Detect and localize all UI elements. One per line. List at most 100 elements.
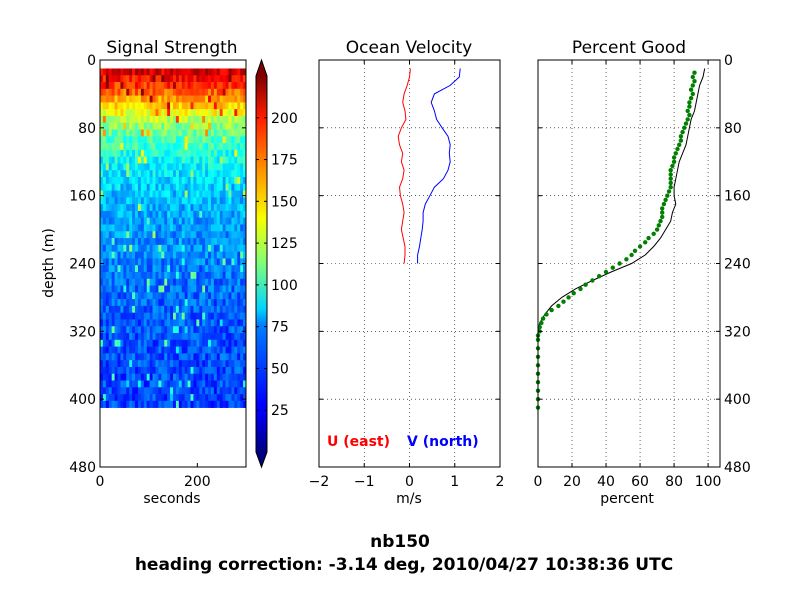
heatmap-cell	[140, 366, 145, 375]
heatmap-cell	[210, 136, 215, 144]
heatmap-cell	[129, 210, 133, 219]
heatmap-cell	[114, 129, 118, 137]
heatmap-cell	[108, 292, 112, 300]
heatmap-cell	[184, 102, 188, 110]
heatmap-cell	[210, 305, 215, 313]
heatmap-cell	[199, 231, 203, 239]
heatmap-cell	[143, 210, 148, 219]
heatmap-cell	[102, 339, 107, 347]
heatmap-cell	[210, 380, 215, 388]
heatmap-cell	[132, 333, 136, 341]
heatmap-cell	[173, 109, 177, 117]
heatmap-cell	[102, 231, 107, 239]
colorbar-bottom-extend	[256, 452, 267, 467]
heatmap-cell	[193, 82, 197, 90]
heatmap-cell	[216, 285, 221, 293]
heatmap-cell	[173, 170, 177, 178]
heatmap-cell	[213, 326, 218, 334]
heatmap-cell	[184, 299, 188, 307]
heatmap-cell	[202, 244, 206, 252]
heatmap-cell	[167, 394, 171, 402]
percent-good-point	[671, 155, 677, 160]
heatmap-cell	[193, 244, 197, 252]
heatmap-cell	[187, 170, 191, 178]
heatmap-cell	[190, 366, 194, 375]
heatmap-cell	[202, 102, 206, 110]
heatmap-cell	[178, 258, 183, 266]
heatmap-cell	[187, 224, 191, 232]
heatmap-cell	[205, 177, 209, 185]
heatmap-cell	[100, 217, 104, 225]
heatmap-cell	[135, 265, 139, 273]
heatmap-cell	[120, 115, 124, 124]
heatmap-cell	[108, 224, 112, 232]
colorbar-tick-label: 75	[271, 320, 289, 336]
heatmap-cell	[219, 244, 223, 252]
heatmap-cell	[137, 353, 142, 361]
heatmap-cell	[170, 251, 174, 259]
heatmap-cell	[184, 109, 188, 117]
heatmap-cell	[187, 102, 191, 110]
heatmap-cell	[114, 380, 118, 388]
heatmap-cell	[114, 177, 118, 185]
heatmap-cell	[129, 224, 133, 232]
heatmap-cell	[193, 163, 197, 171]
heatmap-cell	[178, 204, 183, 212]
x-tick-label: 80	[665, 474, 683, 490]
v-north-line	[417, 68, 461, 264]
heatmap-cell	[213, 129, 218, 137]
heatmap-cell	[181, 210, 185, 219]
heatmap-cell	[167, 217, 171, 225]
heatmap-cell	[175, 177, 180, 185]
heatmap-cell	[184, 339, 188, 347]
heatmap-cell	[196, 170, 200, 178]
heatmap-cell	[178, 299, 183, 307]
percent-good-line	[537, 68, 706, 408]
heatmap-cell	[126, 68, 130, 76]
heatmap-cell	[140, 251, 145, 259]
heatmap-cell	[152, 224, 156, 232]
heatmap-cell	[129, 115, 133, 124]
heatmap-cell	[152, 170, 156, 178]
heatmap-cell	[137, 244, 142, 252]
heatmap-cell	[114, 210, 118, 219]
heatmap-cell	[187, 360, 191, 368]
heatmap-cell	[155, 75, 159, 83]
percent-good-point	[690, 83, 695, 88]
heatmap-cell	[161, 102, 165, 110]
heatmap-cell	[205, 387, 209, 395]
signal-strength-xlabel: seconds	[143, 491, 200, 507]
heatmap-cell	[175, 129, 180, 137]
heatmap-cell	[173, 217, 177, 225]
heatmap-cell	[222, 75, 226, 83]
heatmap-cell	[161, 346, 165, 354]
heatmap-cell	[208, 339, 212, 347]
heatmap-cell	[117, 333, 121, 341]
heatmap-cell	[175, 68, 180, 76]
heatmap-cell	[190, 102, 194, 110]
heatmap-cell	[173, 271, 177, 280]
heatmap-cell	[199, 387, 203, 395]
heatmap-cell	[149, 102, 153, 110]
heatmap-cell	[219, 149, 223, 157]
heatmap-cell	[240, 183, 244, 191]
heatmap-cell	[120, 333, 124, 341]
heatmap-cell	[175, 75, 180, 83]
heatmap-cell	[199, 292, 203, 300]
heatmap-cell	[149, 136, 153, 144]
heatmap-cell	[132, 88, 136, 96]
heatmap-cell	[205, 278, 209, 286]
heatmap-cell	[196, 231, 200, 239]
heatmap-cell	[234, 129, 238, 137]
heatmap-cell	[146, 333, 150, 341]
heatmap-cell	[137, 373, 142, 381]
heatmap-cell	[231, 387, 235, 395]
heatmap-cell	[202, 143, 206, 151]
heatmap-cell	[184, 156, 188, 164]
heatmap-cell	[132, 346, 136, 354]
heatmap-cell	[210, 88, 215, 96]
heatmap-cell	[161, 210, 165, 219]
heatmap-cell	[213, 136, 218, 144]
heatmap-cell	[240, 177, 244, 185]
heatmap-cell	[117, 217, 121, 225]
